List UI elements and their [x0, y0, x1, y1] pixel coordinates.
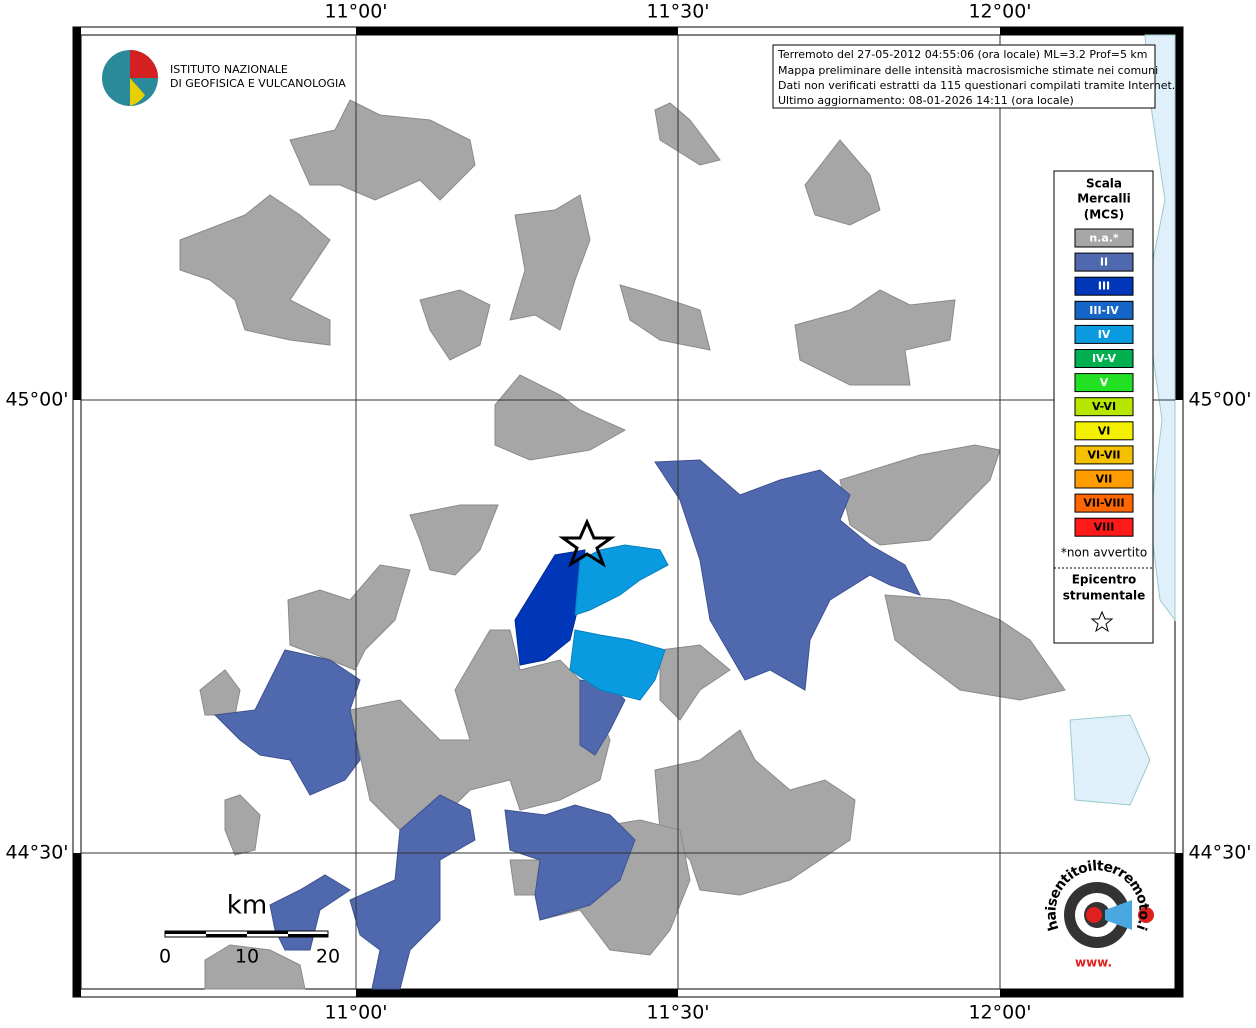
legend-epicenter: Epicentro: [1072, 573, 1137, 587]
info-line: Dati non verificati estratti da 115 ques…: [778, 79, 1175, 92]
legend-note: *non avvertito: [1061, 546, 1147, 560]
legend-label: VII: [1096, 473, 1113, 486]
info-line: Ultimo aggiornamento: 08-01-2026 14:11 (…: [778, 94, 1074, 107]
logo-text: ISTITUTO NAZIONALE: [170, 63, 288, 76]
legend-title: Mercalli: [1077, 192, 1131, 206]
legend-epicenter: strumentale: [1063, 589, 1146, 603]
lat-label: 45°00': [1188, 389, 1251, 411]
legend-label: n.a.*: [1089, 232, 1119, 245]
lat-label: 44°30': [5, 842, 68, 864]
legend-swatch: [1074, 252, 1134, 272]
legend-label: III-IV: [1089, 304, 1119, 317]
scale-tick: 0: [159, 946, 171, 968]
scale-tick: 20: [316, 946, 340, 968]
legend-swatch: [1074, 349, 1134, 368]
legend-swatch: [1074, 276, 1134, 296]
legend-title: (MCS): [1084, 208, 1125, 222]
epicenter: [558, 518, 616, 568]
lon-label: 12°00': [968, 1002, 1031, 1024]
legend-swatch: [1074, 300, 1134, 320]
legend-label: IV: [1098, 328, 1111, 341]
ingv-logo: ISTITUTO NAZIONALE DI GEOFISICA E VULCAN…: [102, 50, 346, 106]
legend-label: VII-VIII: [1083, 497, 1124, 510]
legend-swatch: [1074, 469, 1134, 489]
scale-bar: km 0 10 20: [159, 891, 340, 968]
lat-label: 45°00': [5, 389, 68, 411]
legend-label: III: [1098, 280, 1110, 293]
legend-swatch: [1074, 421, 1134, 441]
legend-swatch: [1074, 445, 1134, 465]
lon-label: 11°30': [646, 1002, 709, 1024]
legend-label: VI-VII: [1087, 448, 1120, 461]
logo-text: DI GEOFISICA E VULCANOLOGIA: [170, 77, 346, 90]
legend-swatch: [1074, 373, 1134, 393]
legend-swatch: [1074, 228, 1134, 248]
legend-title: Scala: [1086, 177, 1122, 191]
scale-unit: km: [227, 891, 267, 921]
frame-ticks: [73, 27, 1183, 997]
legend-label: V: [1100, 376, 1109, 389]
info-line: Terremoto del 27-05-2012 04:55:06 (ora l…: [777, 48, 1148, 61]
legend-star: [1090, 610, 1114, 633]
lon-label: 12°00': [968, 1, 1031, 23]
legend-swatch: [1074, 517, 1134, 537]
legend-label: VIII: [1094, 521, 1115, 534]
scale-tick: 10: [235, 946, 259, 968]
badge-prefix: www.: [1075, 956, 1112, 970]
lon-label: 11°30': [646, 1, 709, 23]
info-line: Mappa preliminare delle intensità macros…: [778, 64, 1158, 77]
legend-label: II: [1100, 256, 1108, 269]
legend-label: VI: [1098, 424, 1111, 437]
sea: [1144, 34, 1176, 622]
legend-label: V-VI: [1092, 400, 1116, 413]
graticule: [81, 35, 1175, 989]
legend-label: IV-V: [1092, 352, 1117, 365]
legend-swatch: [1074, 397, 1134, 417]
legend-swatch: [1074, 493, 1134, 513]
lon-label: 11°00': [324, 1002, 387, 1024]
legend: Scala Mercalli (MCS) *non avvertito Epic…: [1053, 170, 1154, 644]
lagoon: [1069, 714, 1151, 806]
lon-label: 11°00': [324, 1, 387, 23]
legend-swatch: [1074, 324, 1134, 344]
lat-label: 44°30': [1188, 842, 1251, 864]
coordinate-labels: 11°00' 11°30' 12°00' 11°00' 11°30' 12°00…: [5, 1, 1251, 1024]
info-box: Terremoto del 27-05-2012 04:55:06 (ora l…: [772, 44, 1175, 109]
